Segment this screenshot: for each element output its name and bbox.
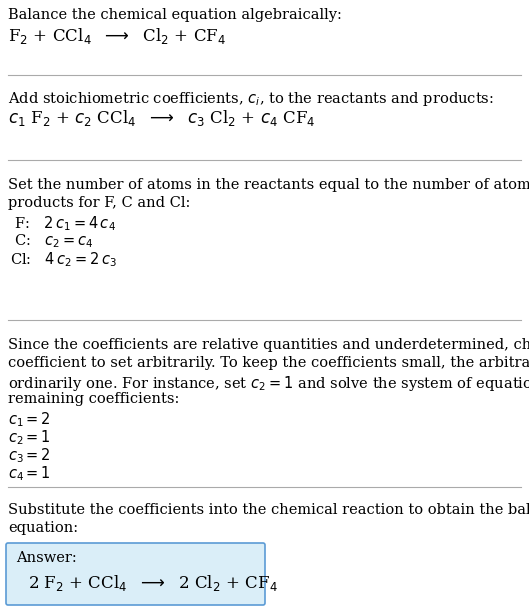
FancyBboxPatch shape — [6, 543, 265, 605]
Text: equation:: equation: — [8, 521, 78, 535]
Text: $c_4 = 1$: $c_4 = 1$ — [8, 464, 51, 483]
Text: $c_1 = 2$: $c_1 = 2$ — [8, 410, 51, 429]
Text: F$_2$ + CCl$_4$  $\longrightarrow$  Cl$_2$ + CF$_4$: F$_2$ + CCl$_4$ $\longrightarrow$ Cl$_2$… — [8, 26, 226, 46]
Text: $c_1$ F$_2$ + $c_2$ CCl$_4$  $\longrightarrow$  $c_3$ Cl$_2$ + $c_4$ CF$_4$: $c_1$ F$_2$ + $c_2$ CCl$_4$ $\longrighta… — [8, 108, 315, 128]
Text: coefficient to set arbitrarily. To keep the coefficients small, the arbitrary va: coefficient to set arbitrarily. To keep … — [8, 356, 529, 370]
Text: Answer:: Answer: — [16, 551, 77, 565]
Text: Add stoichiometric coefficients, $c_i$, to the reactants and products:: Add stoichiometric coefficients, $c_i$, … — [8, 90, 494, 108]
Text: $c_3 = 2$: $c_3 = 2$ — [8, 446, 51, 465]
Text: Cl:   $4\,c_2 = 2\,c_3$: Cl: $4\,c_2 = 2\,c_3$ — [10, 250, 117, 269]
Text: F:   $2\,c_1 = 4\,c_4$: F: $2\,c_1 = 4\,c_4$ — [10, 214, 116, 232]
Text: 2 F$_2$ + CCl$_4$  $\longrightarrow$  2 Cl$_2$ + CF$_4$: 2 F$_2$ + CCl$_4$ $\longrightarrow$ 2 Cl… — [28, 573, 278, 593]
Text: Substitute the coefficients into the chemical reaction to obtain the balanced: Substitute the coefficients into the che… — [8, 503, 529, 517]
Text: $c_2 = 1$: $c_2 = 1$ — [8, 428, 51, 447]
Text: remaining coefficients:: remaining coefficients: — [8, 392, 179, 406]
Text: Set the number of atoms in the reactants equal to the number of atoms in the: Set the number of atoms in the reactants… — [8, 178, 529, 192]
Text: Balance the chemical equation algebraically:: Balance the chemical equation algebraica… — [8, 8, 342, 22]
Text: ordinarily one. For instance, set $c_2 = 1$ and solve the system of equations fo: ordinarily one. For instance, set $c_2 =… — [8, 374, 529, 393]
Text: products for F, C and Cl:: products for F, C and Cl: — [8, 196, 190, 210]
Text: C:   $c_2 = c_4$: C: $c_2 = c_4$ — [10, 232, 94, 249]
Text: Since the coefficients are relative quantities and underdetermined, choose a: Since the coefficients are relative quan… — [8, 338, 529, 352]
